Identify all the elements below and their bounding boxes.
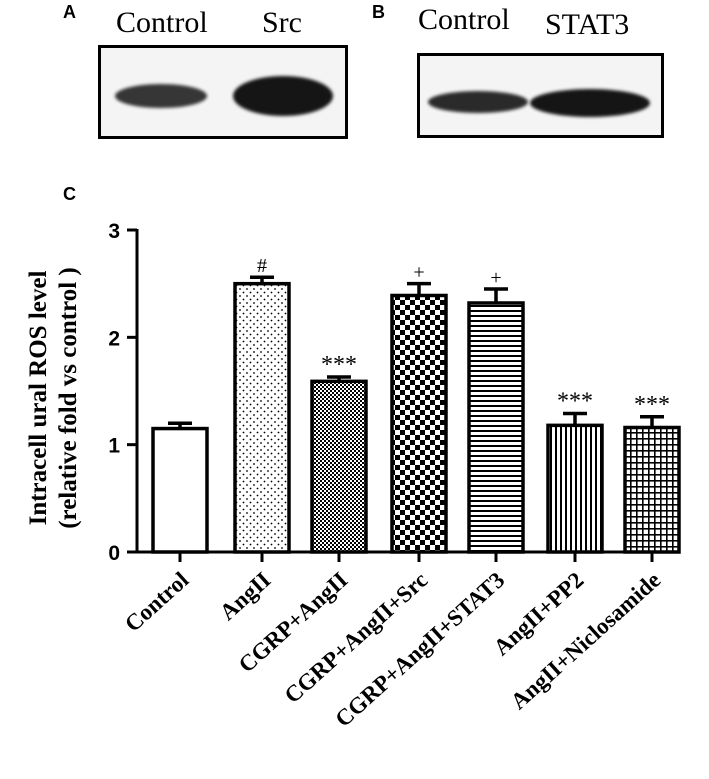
- panel-b-letter: B: [372, 2, 385, 22]
- y-tick-label: 3: [108, 220, 120, 243]
- significance-label: ***: [321, 352, 357, 378]
- bar: [310, 379, 368, 554]
- bars: # *** + + *** ***: [151, 255, 681, 554]
- bar: [467, 301, 525, 554]
- panel-c-letter: C: [63, 184, 76, 204]
- bar: [151, 426, 209, 554]
- y-axis-label: Intracell ural ROS level (relative fold …: [25, 267, 82, 529]
- x-tick-label: AngII+Niclosamide: [506, 567, 665, 714]
- blot-b-lane1-label: Control: [418, 3, 510, 36]
- y-tick-label: 1: [108, 435, 120, 458]
- y-axis-label-line2: (relative fold vs control ): [55, 267, 82, 529]
- y-tick-label: 0: [108, 542, 120, 565]
- blot-a-band-src: [233, 76, 333, 116]
- blot-b-band-stat3: [530, 89, 650, 117]
- blot-b-lane2-label: STAT3: [545, 8, 630, 41]
- panel-a-letter: A: [63, 2, 76, 22]
- blot-a-lane1-label: Control: [116, 6, 208, 39]
- blot-a-lane2-label: Src: [262, 6, 302, 39]
- y-tick-label: 2: [108, 327, 120, 350]
- x-tick-label: AngII: [215, 567, 275, 625]
- significance-label: +: [490, 267, 501, 289]
- blot-b-band-control: [428, 91, 528, 113]
- bar: [623, 425, 681, 554]
- blot-a-image: [98, 45, 348, 139]
- bar: [233, 281, 291, 554]
- x-tick-label: CGRP+AngII+Src: [280, 567, 433, 708]
- blot-a-band-control: [115, 84, 207, 108]
- y-axis-label-line1: Intracell ural ROS level: [25, 271, 52, 526]
- x-tick-labels: Control AngIICGRP+AngIICGRP+AngII+SrcCGRP…: [120, 567, 665, 732]
- significance-label: #: [257, 255, 267, 277]
- bar: [546, 423, 604, 554]
- bar: [390, 293, 448, 554]
- significance-label: +: [413, 262, 424, 284]
- significance-label: ***: [634, 392, 670, 418]
- x-tick-label: Control: [120, 567, 193, 637]
- significance-label: ***: [557, 389, 593, 415]
- blot-b-image: [417, 53, 664, 138]
